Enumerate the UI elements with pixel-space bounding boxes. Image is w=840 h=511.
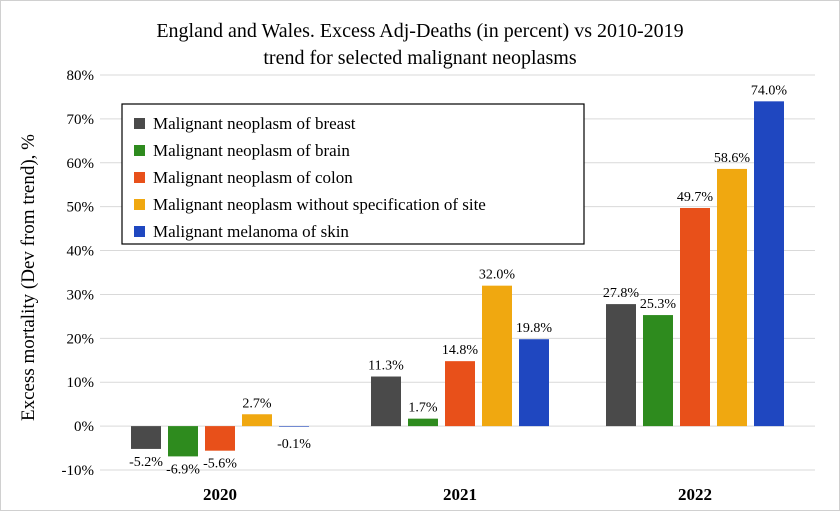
y-tick-label: 0%: [74, 419, 94, 435]
bar-2021-series-1: [371, 376, 401, 427]
data-label: 32.0%: [479, 268, 516, 283]
chart-title-line-1: England and Wales. Excess Adj-Deaths (in…: [156, 20, 683, 42]
legend-entry: Malignant neoplasm of brain: [153, 141, 350, 160]
legend-swatch: [134, 172, 145, 183]
legend-swatch: [134, 199, 145, 210]
legend-swatch: [134, 226, 145, 237]
data-label: 74.0%: [751, 83, 788, 98]
data-label: 25.3%: [640, 297, 677, 312]
bar-2021-series-5: [519, 339, 549, 427]
data-label: -5.6%: [203, 457, 237, 472]
bar-2020-series-1: [131, 426, 161, 449]
legend-swatch: [134, 145, 145, 156]
legend-box: [121, 103, 585, 245]
bar-2022-series-4: [717, 168, 747, 427]
data-label: 11.3%: [368, 359, 404, 374]
legend-entry: Malignant neoplasm without specification…: [153, 195, 486, 214]
y-tick-label: 70%: [67, 112, 95, 128]
data-label: -6.9%: [166, 462, 200, 477]
bar-2021-series-2: [408, 418, 438, 427]
chart-title-line-2: trend for selected malignant neoplasms: [263, 47, 576, 69]
y-tick-label: 30%: [67, 287, 95, 303]
data-label: 49.7%: [677, 190, 714, 205]
legend-entry: Malignant neoplasm of breast: [153, 114, 356, 133]
data-label: 19.8%: [516, 321, 553, 336]
y-tick-label: 10%: [67, 375, 95, 391]
data-label: 27.8%: [603, 286, 640, 301]
legend-swatch: [134, 118, 145, 129]
x-category-label: 2022: [678, 485, 712, 504]
x-category-label: 2021: [443, 485, 477, 504]
y-axis-label: Excess mortality (Dev from trend), %: [18, 134, 39, 421]
bar-2022-series-2: [643, 315, 673, 427]
data-label: 58.6%: [714, 151, 751, 166]
y-tick-label: 40%: [67, 244, 95, 260]
bar-2020-series-2: [168, 426, 198, 457]
data-label: -0.1%: [277, 437, 311, 452]
data-label: 14.8%: [442, 343, 479, 358]
legend-entry: Malignant neoplasm of colon: [153, 168, 353, 187]
legend-entry: Malignant melanoma of skin: [153, 222, 349, 241]
bar-2021-series-4: [482, 285, 512, 427]
data-label: 1.7%: [408, 401, 438, 416]
bar-2022-series-5: [754, 101, 784, 427]
y-tick-label: 80%: [67, 68, 95, 84]
y-tick-label: 60%: [67, 156, 95, 172]
data-label: 2.7%: [242, 396, 272, 411]
bar-2021-series-3: [445, 361, 475, 427]
bar-2022-series-1: [606, 304, 636, 427]
x-category-label: 2020: [203, 485, 237, 504]
bar-2020-series-5: [279, 426, 309, 427]
bar-2020-series-4: [242, 414, 272, 427]
data-label: -5.2%: [129, 455, 163, 470]
y-tick-label: -10%: [62, 463, 95, 479]
bar-2022-series-3: [680, 207, 710, 427]
bar-2020-series-3: [205, 426, 235, 451]
y-tick-label: 50%: [67, 200, 95, 216]
y-tick-label: 20%: [67, 331, 95, 347]
